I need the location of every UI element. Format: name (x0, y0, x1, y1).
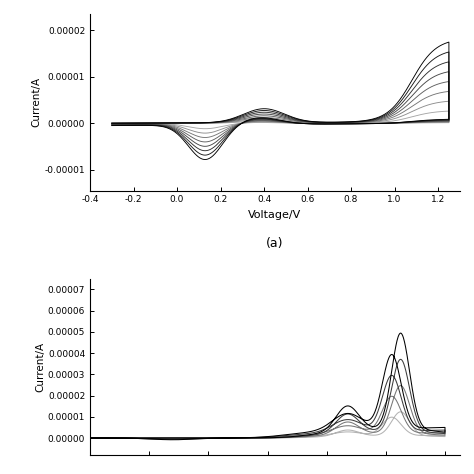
Text: (a): (a) (266, 237, 283, 250)
Y-axis label: Current/A: Current/A (32, 77, 42, 128)
X-axis label: Voltage/V: Voltage/V (248, 210, 301, 220)
Y-axis label: Current/A: Current/A (35, 342, 45, 392)
